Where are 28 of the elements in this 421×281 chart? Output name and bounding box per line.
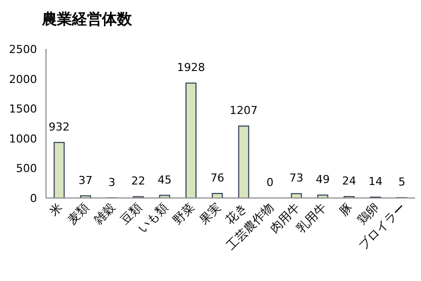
data-label: 5 (398, 176, 406, 189)
data-label: 22 (131, 174, 146, 188)
x-tick-label: 野菜 (170, 200, 198, 228)
data-label: 3 (108, 176, 116, 189)
data-label: 37 (78, 174, 93, 187)
data-label: 24 (342, 174, 356, 188)
data-label: 76 (210, 171, 224, 184)
y-tick-label: 1500 (9, 102, 37, 116)
data-label: 932 (48, 120, 70, 134)
chart-title: 農業経営体数 (41, 10, 133, 28)
y-tick-label: 0 (30, 192, 37, 205)
data-label: 1928 (176, 61, 205, 74)
data-label: 14 (368, 175, 382, 188)
x-tick-label: 豚 (336, 200, 356, 219)
x-tick-label: 米 (46, 200, 66, 219)
y-tick-label: 2500 (9, 43, 37, 56)
data-label: 49 (316, 173, 330, 186)
y-tick-label: 2000 (9, 72, 37, 86)
data-label: 1207 (230, 104, 258, 118)
data-label: 45 (158, 173, 172, 186)
data-label: 73 (289, 172, 304, 185)
x-tick-label: 果実 (196, 200, 224, 228)
data-label: 0 (266, 176, 274, 189)
y-tick-label: 500 (16, 162, 37, 176)
x-tick-label: 豆類 (118, 200, 144, 228)
y-tick-label: 1000 (9, 132, 37, 146)
x-tick-label: 雑穀 (91, 200, 118, 228)
x-tick-label: 麦類 (64, 200, 92, 228)
